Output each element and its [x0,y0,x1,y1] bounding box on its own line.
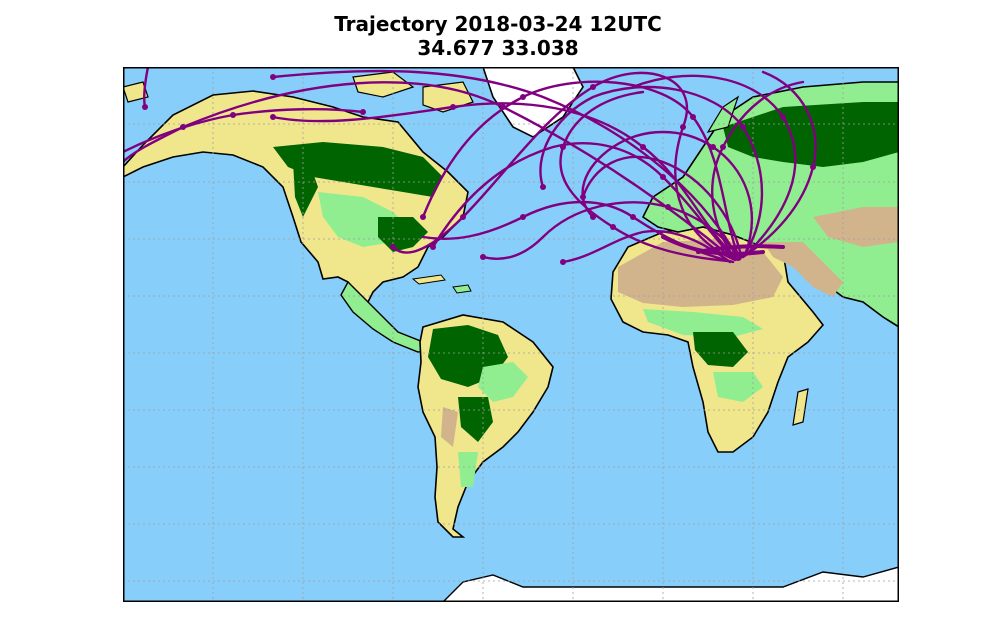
trajectory-line [123,81,735,261]
antarctica [442,566,899,602]
trajectory-line [661,235,765,256]
trajectory-line [271,69,739,260]
trajectory-marker [270,114,276,120]
trajectory-marker [540,184,546,190]
trajectory-marker [740,124,746,130]
trajectories [123,67,817,264]
trajectory-line [561,229,732,264]
trajectory-marker [142,104,148,110]
africa [610,226,825,453]
north-america [123,90,472,353]
trajectory-marker [560,144,566,150]
trajectory-marker [680,124,686,130]
trajectory-marker [500,104,506,110]
graticule [123,67,899,602]
trajectory-line [581,130,754,257]
trajectory-line [421,80,740,257]
trajectory-marker [810,164,816,170]
south-america [417,314,554,538]
trajectory-line [481,201,743,260]
trajectory-origin-marker [734,253,742,261]
map-title: Trajectory 2018-03-24 12UTC [334,12,662,36]
trajectory-marker [180,124,186,130]
trajectory-marker [270,74,276,80]
trajectory-marker [480,254,486,260]
trajectory-marker [230,112,236,118]
trajectory-line [559,90,730,263]
trajectory-marker [430,244,436,250]
trajectory-line [581,155,743,258]
trajectory-marker [560,259,566,265]
trajectory-marker [390,244,396,250]
trajectory-marker [450,104,456,110]
trajectory-marker [710,144,716,150]
trajectory-marker [360,109,366,115]
trajectory-marker [630,214,636,220]
trajectory-marker [580,194,586,200]
trajectory-marker [665,204,671,210]
trajectory-marker [660,174,666,180]
trajectory-marker [690,114,696,120]
trajectory-markers [142,74,816,265]
map-frame [123,67,899,602]
trajectory-marker [520,214,526,220]
trajectory-marker [590,84,596,90]
map-subtitle-coordinates: 34.677 33.038 [417,36,579,60]
trajectory-line [431,142,737,262]
trajectory-marker [590,214,596,220]
trajectory-line [271,102,737,259]
trajectory-marker [520,94,526,100]
trajectory-marker [640,144,646,150]
trajectory-marker [420,214,426,220]
trajectory-marker [780,114,786,120]
trajectory-marker [720,144,726,150]
trajectory-marker [460,214,466,220]
trajectory-marker [610,224,616,230]
world-map [123,67,899,602]
